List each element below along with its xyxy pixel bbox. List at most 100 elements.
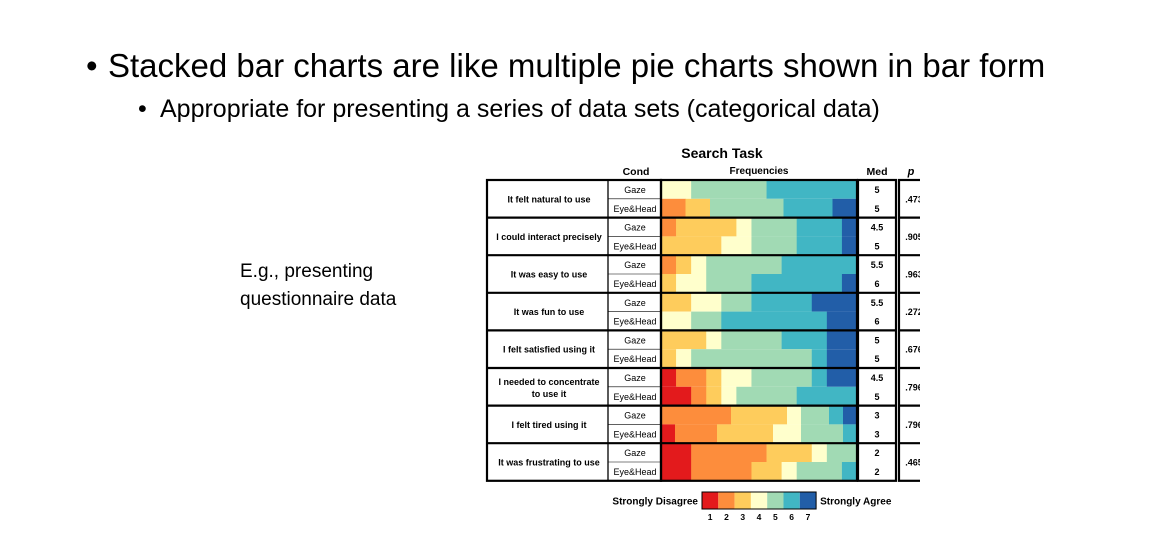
item-label: to use it — [532, 389, 567, 399]
item-label: It felt natural to use — [507, 194, 590, 204]
bar-segment — [691, 311, 722, 331]
bar-segment — [661, 274, 677, 293]
cond-label: Gaze — [624, 373, 646, 383]
bar-segment — [811, 349, 828, 368]
bar-segment — [843, 424, 858, 444]
bar-segment — [796, 386, 858, 406]
bar-segment — [676, 368, 707, 387]
bar-segment — [751, 274, 843, 293]
bar-segment — [661, 368, 677, 387]
bar-segment — [811, 368, 828, 387]
legend-swatch — [750, 492, 768, 509]
bar-segment — [801, 424, 844, 444]
bar-segment — [721, 236, 752, 256]
bar-segment — [773, 424, 802, 444]
legend-tick: 4 — [757, 512, 762, 522]
bar-segment — [706, 368, 722, 387]
bar-segment — [721, 311, 828, 331]
item-label: It was frustrating to use — [498, 458, 600, 468]
item-label: I felt tired using it — [511, 420, 586, 430]
bar-segment — [706, 386, 722, 406]
legend-tick: 3 — [740, 512, 745, 522]
bar-segment — [710, 198, 784, 218]
cond-label: Gaze — [624, 260, 646, 270]
bar-segment — [736, 386, 797, 406]
median-value: 2 — [874, 467, 879, 477]
bar-segment — [826, 349, 858, 368]
median-value: 5 — [874, 392, 879, 402]
bar-segment — [751, 236, 797, 256]
bar-segment — [766, 180, 858, 199]
median-value: 4.5 — [871, 373, 884, 383]
cond-label: Gaze — [624, 335, 646, 345]
bullet-sub: • Appropriate for presenting a series of … — [138, 92, 880, 126]
bar-segment — [841, 462, 858, 481]
median-value: 6 — [874, 317, 879, 327]
bar-segment — [661, 255, 677, 274]
bullet-main-text: Stacked bar charts are like multiple pie… — [108, 47, 1046, 84]
bar-segment — [691, 292, 722, 312]
item-label: I felt satisfied using it — [503, 345, 595, 355]
bar-segment — [829, 405, 844, 425]
median-value: 3 — [874, 429, 879, 439]
bullet-marker: • — [138, 95, 147, 123]
bar-segment — [787, 405, 802, 425]
bar-segment — [841, 274, 858, 293]
bar-segment — [781, 255, 858, 274]
bar-segment — [731, 405, 788, 425]
bar-segment — [661, 330, 707, 350]
cond-label: Eye&Head — [613, 467, 656, 477]
header-p: p — [907, 166, 915, 178]
item-label: I could interact precisely — [496, 232, 602, 242]
bar-segment — [721, 330, 782, 350]
likert-chart: Search Task Cond Frequencies Med p Gaze 5 Eye&H… — [485, 145, 920, 522]
cond-label: Eye&Head — [613, 279, 656, 289]
bar-segment — [676, 349, 692, 368]
bar-segment — [811, 443, 828, 462]
bar-segment — [676, 274, 707, 293]
median-value: 5.5 — [871, 260, 884, 270]
bar-segment — [661, 443, 692, 462]
legend-swatch — [734, 492, 751, 509]
median-value: 4.5 — [871, 223, 884, 233]
item-label: I needed to concentrate — [498, 377, 599, 387]
median-value: 5 — [874, 185, 879, 195]
bar-segment — [766, 443, 813, 462]
bar-segment — [661, 349, 677, 368]
bar-segment — [676, 255, 692, 274]
bullet-sub-text: Appropriate for presenting a series of d… — [160, 95, 880, 123]
bar-segment — [751, 292, 813, 312]
legend-swatch — [702, 492, 719, 509]
bar-segment — [706, 255, 782, 274]
p-value: .796 — [905, 382, 920, 392]
chart-title: Search Task — [681, 145, 763, 161]
p-value: .905 — [905, 232, 920, 242]
cond-label: Gaze — [624, 298, 646, 308]
cond-label: Eye&Head — [613, 204, 656, 214]
bullet-main: • Stacked bar charts are like multiple pi… — [86, 46, 1045, 86]
bar-segment — [661, 462, 692, 481]
p-value: .465 — [905, 458, 920, 468]
bar-segment — [826, 443, 858, 462]
legend-tick: 2 — [724, 512, 729, 522]
legend-left-label: Strongly Disagree — [612, 497, 698, 508]
cond-label: Eye&Head — [613, 354, 656, 364]
bar-segment — [706, 274, 752, 293]
bar-segment — [661, 217, 677, 237]
bar-segment — [801, 405, 830, 425]
bar-segment — [751, 217, 797, 237]
cond-label: Eye&Head — [613, 429, 656, 439]
median-value: 3 — [874, 411, 879, 421]
bar-segment — [826, 368, 858, 387]
legend-swatch — [799, 492, 817, 509]
median-value: 5 — [874, 335, 879, 345]
bar-segment — [691, 462, 752, 481]
cond-label: Eye&Head — [613, 241, 656, 251]
bar-segment — [661, 424, 676, 444]
legend-swatch — [718, 492, 735, 509]
bar-segment — [796, 217, 843, 237]
p-value: .473 — [905, 194, 920, 204]
bar-segment — [781, 330, 828, 350]
bar-segment — [661, 236, 722, 256]
bar-segment — [661, 311, 692, 331]
